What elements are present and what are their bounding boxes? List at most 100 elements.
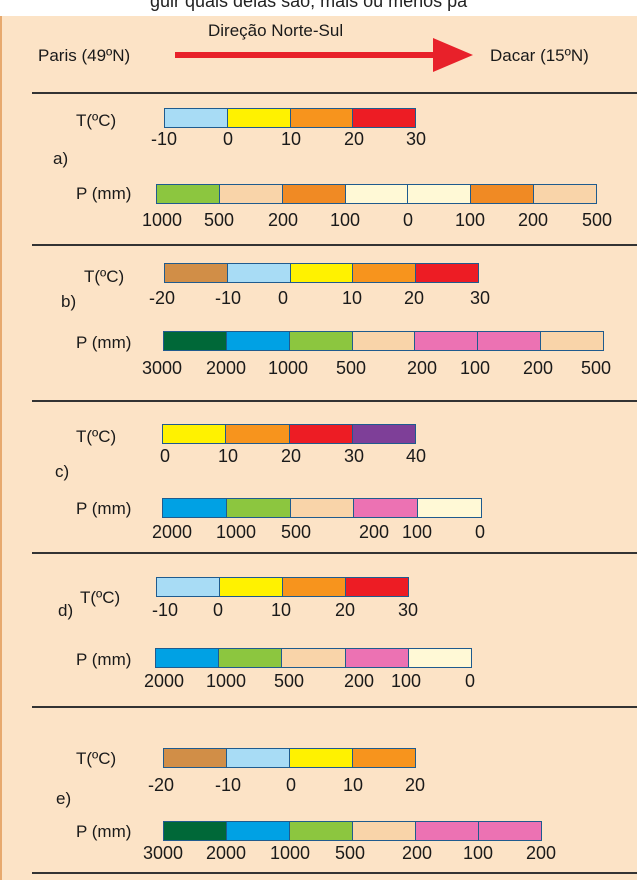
tick-label: 500 <box>273 671 305 691</box>
tick-label: 30 <box>469 288 491 308</box>
color-segment <box>227 264 291 282</box>
color-segment <box>227 749 290 767</box>
tick-label: 2000 <box>151 522 193 542</box>
cut-off-text: guir quais delas são, mais ou menos pa <box>150 0 468 11</box>
precipitation-bar <box>156 184 597 204</box>
tick-label: -10 <box>151 600 179 620</box>
tick-label: 200 <box>406 358 438 378</box>
tick-label: 500 <box>581 210 613 230</box>
tick-label: 3000 <box>141 358 183 378</box>
color-segment <box>352 332 416 350</box>
color-segment <box>165 109 228 127</box>
precipitation-bar <box>163 821 542 841</box>
tick-label: 30 <box>397 600 419 620</box>
color-segment <box>227 109 291 127</box>
option-letter: b) <box>61 292 77 311</box>
divider <box>32 552 637 554</box>
tick-label: 1000 <box>269 843 311 863</box>
color-segment <box>408 185 472 203</box>
tick-label: 500 <box>280 522 312 542</box>
color-segment <box>226 425 290 443</box>
cut-off-header: guir quais delas são, mais ou menos pa <box>0 0 637 16</box>
tick-label: 2000 <box>205 843 247 863</box>
color-segment <box>353 109 415 127</box>
color-segment <box>534 185 597 203</box>
tick-label: 200 <box>358 522 390 542</box>
color-segment <box>416 264 478 282</box>
tick-label: 100 <box>390 671 422 691</box>
option-letter: d) <box>58 601 74 620</box>
divider <box>32 400 637 402</box>
origin-city: Paris (49ºN) <box>38 46 131 65</box>
color-segment <box>346 578 408 596</box>
color-segment <box>418 499 481 517</box>
divider <box>32 244 637 246</box>
tick-label: 1000 <box>267 358 309 378</box>
tick-label: 100 <box>454 210 486 230</box>
temperature-bar <box>164 263 479 283</box>
color-segment <box>157 185 220 203</box>
tick-label: 20 <box>403 288 425 308</box>
tick-label: 0 <box>464 671 476 691</box>
color-segment <box>164 822 227 840</box>
tick-label: 10 <box>342 775 364 795</box>
color-segment <box>220 578 283 596</box>
tick-label: 10 <box>270 600 292 620</box>
tick-label: 40 <box>405 446 427 466</box>
tick-label: 0 <box>212 600 224 620</box>
temperature-bar <box>162 424 416 444</box>
precipitation-bar <box>162 498 482 518</box>
tick-label: 1000 <box>141 210 183 230</box>
color-segment <box>353 822 416 840</box>
color-segment <box>408 649 472 667</box>
precipitation-label: P (mm) <box>76 499 132 518</box>
direction-label: Direção Norte-Sul <box>208 21 344 40</box>
tick-label: 20 <box>334 600 356 620</box>
tick-label: 500 <box>334 843 366 863</box>
color-segment <box>353 749 415 767</box>
color-segment <box>163 425 227 443</box>
tick-label: 200 <box>517 210 549 230</box>
option-letter: c) <box>55 462 70 481</box>
precipitation-bar <box>163 331 604 351</box>
tick-label: 500 <box>203 210 235 230</box>
divider <box>32 706 637 708</box>
tick-label: 100 <box>462 843 494 863</box>
color-segment <box>226 499 291 517</box>
color-segment <box>282 649 346 667</box>
precipitation-label: P (mm) <box>76 650 132 669</box>
temperature-bar <box>164 108 416 128</box>
precipitation-label: P (mm) <box>76 333 132 352</box>
option-letter: a) <box>53 149 69 168</box>
color-segment <box>471 185 535 203</box>
divider <box>32 92 637 94</box>
color-segment <box>352 425 415 443</box>
temperature-label: T(ºC) <box>76 749 117 768</box>
color-segment <box>164 332 227 350</box>
destination-city: Dacar (15ºN) <box>490 46 589 65</box>
temperature-label: T(ºC) <box>84 267 125 286</box>
tick-label: -10 <box>214 288 242 308</box>
tick-label: 500 <box>580 358 612 378</box>
tick-label: 0 <box>474 522 486 542</box>
option-letter: e) <box>56 789 72 808</box>
north-south-arrow-icon <box>175 38 473 72</box>
color-segment <box>282 185 346 203</box>
precipitation-bar <box>155 648 472 668</box>
tick-label: 10 <box>280 129 302 149</box>
tick-label: 0 <box>222 129 234 149</box>
color-segment <box>290 264 354 282</box>
color-segment <box>164 749 227 767</box>
color-segment <box>345 649 409 667</box>
tick-label: -10 <box>214 775 242 795</box>
tick-label: 2000 <box>143 671 185 691</box>
color-segment <box>541 332 604 350</box>
color-segment <box>226 332 290 350</box>
tick-label: 200 <box>525 843 557 863</box>
tick-label: 1000 <box>205 671 247 691</box>
tick-label: 20 <box>404 775 426 795</box>
panel-left-border <box>0 16 2 880</box>
color-segment <box>219 649 283 667</box>
color-segment <box>219 185 283 203</box>
